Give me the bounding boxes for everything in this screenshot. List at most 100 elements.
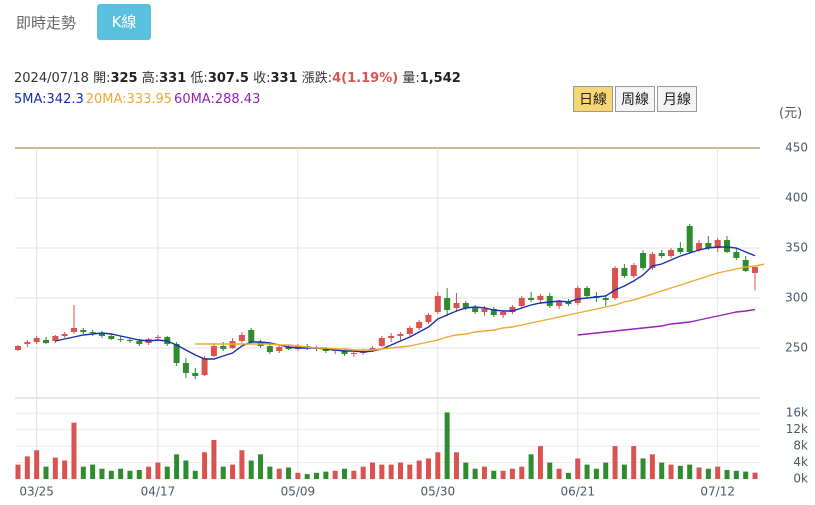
candle-body bbox=[406, 328, 413, 334]
y-tick-label: 350 bbox=[785, 241, 808, 255]
candle-body bbox=[425, 315, 432, 322]
x-tick-label: 05/09 bbox=[281, 485, 316, 499]
quote-label: 量: bbox=[402, 71, 420, 86]
candle-body bbox=[444, 298, 451, 310]
candle bbox=[98, 331, 105, 338]
candle bbox=[33, 336, 40, 344]
tab[interactable]: 即時走勢 bbox=[16, 14, 77, 32]
candle-body bbox=[42, 340, 49, 343]
candle-body bbox=[182, 363, 189, 373]
quote-value: 1,542 bbox=[419, 71, 461, 86]
volume-bar bbox=[481, 466, 487, 479]
candle bbox=[686, 224, 693, 254]
volume-bar bbox=[640, 458, 646, 479]
candle bbox=[108, 334, 115, 340]
y2-tick-label: 8k bbox=[793, 439, 808, 453]
volume-bar bbox=[248, 460, 254, 479]
candle-body bbox=[201, 358, 208, 375]
ma-legend-entry: 60MA:288.43 bbox=[174, 92, 261, 107]
candle-body bbox=[509, 307, 516, 312]
candle-body bbox=[602, 298, 609, 300]
x-tick-label: 03/25 bbox=[19, 485, 54, 499]
volume-bar bbox=[724, 469, 730, 479]
period-button[interactable]: 周線 bbox=[615, 86, 655, 112]
candle bbox=[126, 338, 133, 343]
candle bbox=[528, 292, 535, 302]
volume-bar bbox=[556, 468, 562, 479]
volume-bar bbox=[127, 470, 133, 479]
candle bbox=[341, 349, 348, 356]
candle bbox=[640, 250, 647, 270]
candle bbox=[668, 248, 675, 258]
candle-body bbox=[649, 254, 656, 268]
candle-body bbox=[472, 308, 479, 312]
candle-body bbox=[481, 309, 488, 312]
volume-bar bbox=[80, 466, 86, 479]
candle bbox=[752, 267, 758, 291]
candle bbox=[24, 340, 31, 347]
candle-body bbox=[285, 347, 292, 349]
candle bbox=[192, 368, 199, 379]
candle-body bbox=[434, 296, 441, 312]
candle-body bbox=[397, 334, 404, 336]
candle-body bbox=[490, 309, 497, 315]
candle-body bbox=[658, 253, 665, 256]
candle-body bbox=[220, 346, 227, 349]
tab[interactable]: K線 bbox=[97, 4, 151, 40]
candle-body bbox=[126, 340, 133, 341]
volume-bar bbox=[211, 439, 217, 479]
candle-body bbox=[500, 312, 507, 315]
candle bbox=[714, 238, 721, 252]
volume-bar bbox=[593, 468, 599, 479]
candle-body bbox=[546, 296, 553, 306]
candle bbox=[238, 332, 245, 343]
candle-body bbox=[248, 330, 255, 342]
y-tick-label: 250 bbox=[785, 341, 808, 355]
candle bbox=[602, 295, 609, 306]
volume-bar bbox=[370, 462, 376, 479]
candle-body bbox=[705, 243, 712, 248]
candle-body bbox=[276, 347, 283, 351]
ma-legend-entry: 20MA:333.95 bbox=[85, 92, 173, 107]
period-button[interactable]: 日線 bbox=[573, 86, 613, 112]
candle-body bbox=[518, 298, 525, 306]
candle-body bbox=[341, 351, 348, 354]
quote-label: 低: bbox=[190, 71, 208, 86]
candle-body bbox=[752, 267, 758, 273]
y-tick-label: 400 bbox=[785, 191, 808, 205]
y2-tick-label: 4k bbox=[793, 455, 808, 469]
volume-bar bbox=[584, 464, 590, 479]
volume-bar bbox=[71, 422, 77, 479]
y-tick-label: 300 bbox=[785, 291, 808, 305]
volume-bar bbox=[379, 464, 385, 479]
candle-body bbox=[15, 346, 21, 350]
period-button[interactable]: 月線 bbox=[657, 86, 697, 112]
volume-bar bbox=[453, 452, 459, 479]
candle bbox=[173, 342, 180, 366]
ma-line bbox=[195, 263, 765, 351]
candle-body bbox=[537, 296, 544, 300]
volume-bar bbox=[108, 470, 114, 479]
volume-bar bbox=[677, 465, 683, 479]
candle bbox=[733, 248, 740, 260]
candle-body bbox=[565, 302, 572, 304]
candle bbox=[425, 313, 432, 324]
candle-body bbox=[621, 268, 628, 276]
candle-body bbox=[210, 346, 217, 356]
candle bbox=[416, 320, 423, 330]
volume-bar bbox=[621, 464, 627, 479]
ma-legend: 5MA:342.3 20MA:333.95 60MA:288.43 bbox=[14, 92, 262, 107]
volume-bar bbox=[388, 464, 394, 479]
candle-body bbox=[33, 338, 40, 342]
quote-value: 4(1.19%) bbox=[332, 71, 399, 86]
candle bbox=[61, 332, 68, 338]
candle bbox=[677, 242, 684, 254]
candle bbox=[453, 293, 460, 312]
candle-body bbox=[154, 337, 161, 338]
volume-bar bbox=[565, 472, 571, 479]
candle bbox=[546, 293, 553, 308]
volume-bar bbox=[90, 464, 96, 479]
candle-body bbox=[369, 348, 376, 350]
